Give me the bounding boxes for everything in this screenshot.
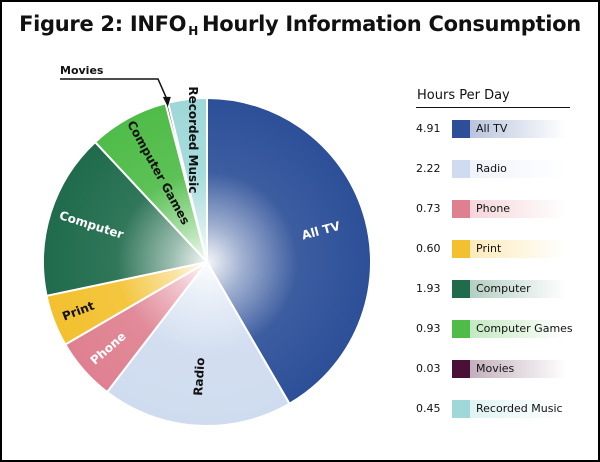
chart-title: Figure 2: INFO H Hourly Information Consum… [0,12,600,38]
legend-swatch [452,320,470,338]
legend-item-computer-games: 0.93 Computer Games [416,318,576,340]
legend-rule [416,107,570,108]
legend-gradient-bar [470,320,566,338]
legend-gradient-bar [470,240,566,258]
legend-value: 4.91 [416,122,441,135]
legend-value: 0.03 [416,362,441,375]
legend-gradient-bar [470,280,566,298]
legend-label: Print [476,242,502,255]
legend-item-recorded-music: 0.45 Recorded Music [416,398,576,420]
legend-gradient-bar [470,360,566,378]
center-highlight [43,98,371,426]
title-prefix: Figure 2: INFO [19,12,187,36]
legend-swatch [452,360,470,378]
legend-swatch [452,240,470,258]
legend-item-movies: 0.03 Movies [416,358,576,380]
legend-label: Computer [476,282,531,295]
legend-value: 0.93 [416,322,441,335]
title-suffix: Hourly Information Consumption [201,12,581,36]
slice-label-recorded-music: Recorded Music [186,86,200,193]
legend-gradient-bar [470,400,566,418]
movies-callout-arrowhead [162,96,171,107]
legend-label: Computer Games [476,322,573,335]
legend-item-radio: 2.22 Radio [416,158,576,180]
legend-gradient-bar [470,160,566,178]
legend-heading: Hours Per Day [417,88,510,103]
legend-swatch [452,400,470,418]
legend-item-computer: 1.93 Computer [416,278,576,300]
title-subscript: H [188,24,198,38]
legend-gradient-bar [470,120,566,138]
legend-label: Phone [476,202,511,215]
legend-value: 0.73 [416,202,441,215]
legend-swatch [452,160,470,178]
legend-label: Movies [476,362,515,375]
legend-value: 1.93 [416,282,441,295]
legend-value: 0.60 [416,242,441,255]
legend-gradient-bar [470,200,566,218]
legend-swatch [452,280,470,298]
slice-label-radio: Radio [191,357,207,396]
legend-value: 2.22 [416,162,441,175]
legend-item-all-tv: 4.91 All TV [416,118,576,140]
legend-value: 0.45 [416,402,441,415]
legend-label: Recorded Music [476,402,563,415]
legend-label: All TV [476,122,508,135]
legend-label: Radio [476,162,507,175]
legend-item-phone: 0.73 Phone [416,198,576,220]
movies-callout-line [60,78,168,100]
movies-callout: Movies [60,64,171,107]
legend-swatch [452,120,470,138]
movies-callout-label: Movies [60,64,104,77]
legend-item-print: 0.60 Print [416,238,576,260]
legend-swatch [452,200,470,218]
